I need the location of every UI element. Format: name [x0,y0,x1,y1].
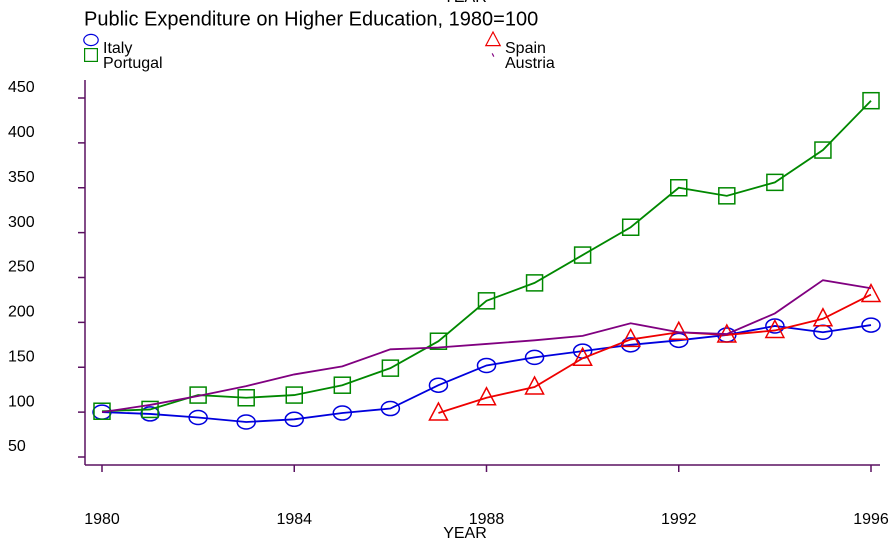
marker [718,187,736,205]
marker [620,337,641,353]
marker [141,400,159,419]
marker [380,400,401,417]
marker [83,33,99,47]
x-tick-label: 1984 [276,511,312,528]
y-tick-label: 100 [8,393,35,410]
x-axis-label: YEAR [443,525,487,541]
chart-title: Public Expenditure on Higher Education, … [84,8,538,30]
marker [524,349,545,366]
marker [812,307,834,327]
marker [573,246,592,264]
marker [332,405,353,421]
legend-label: Portugal [103,55,163,72]
series-line [101,100,872,413]
marker [670,179,688,197]
marker [381,359,400,377]
y-tick-label: 250 [8,259,35,276]
marker [764,318,786,339]
marker [429,332,448,350]
series-line [438,293,872,414]
marker [525,274,544,292]
x-axis-label-top: YEAR [443,0,487,6]
marker [140,406,160,422]
y-tick-label: 400 [8,124,35,141]
marker [236,414,256,430]
legend-label: Austria [505,55,555,72]
series-line [101,324,872,423]
marker [333,376,352,394]
y-tick-label: 300 [8,214,35,231]
marker [524,375,545,395]
y-tick-label: 200 [8,304,35,321]
series-line [101,279,872,414]
marker [766,173,784,192]
marker [188,409,208,426]
marker [814,141,832,159]
marker [428,401,449,421]
marker [620,327,641,348]
y-tick-label: 150 [8,348,35,365]
marker [237,389,255,407]
legend-label: Spain [505,40,546,57]
y-tick-label: 350 [8,169,35,186]
marker [476,386,497,406]
marker [621,218,640,236]
x-tick-label: 1992 [661,511,697,528]
x-tick-label: 1996 [853,511,889,528]
marker [862,91,880,110]
marker [83,48,98,63]
y-tick-label: 50 [8,438,26,455]
marker [285,386,303,404]
x-tick-label: 1988 [469,511,505,528]
marker [572,346,593,367]
y-tick-label: 450 [8,79,35,96]
marker [428,377,449,393]
x-tick-label: 1980 [84,511,120,528]
legend-label: Italy [103,40,132,57]
marker [669,332,689,349]
marker [476,357,497,374]
marker [861,317,881,333]
marker [284,411,304,428]
marker [477,292,496,310]
marker [484,30,502,47]
marker [860,282,882,303]
marker [491,53,495,57]
